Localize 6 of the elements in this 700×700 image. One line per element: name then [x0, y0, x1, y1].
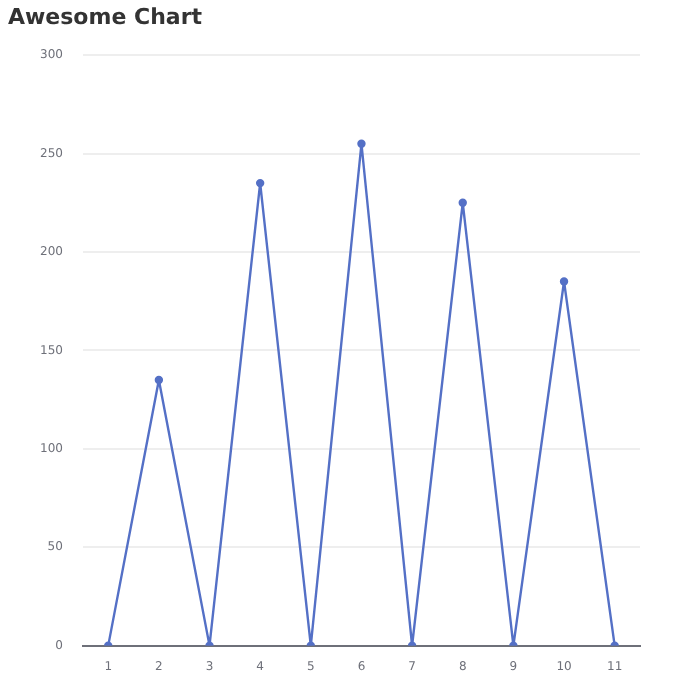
- chart-title: Awesome Chart: [8, 4, 203, 30]
- point: [255, 178, 265, 188]
- point: [559, 277, 569, 286]
- point: [357, 139, 366, 148]
- point: [154, 375, 164, 385]
- point: [458, 198, 467, 207]
